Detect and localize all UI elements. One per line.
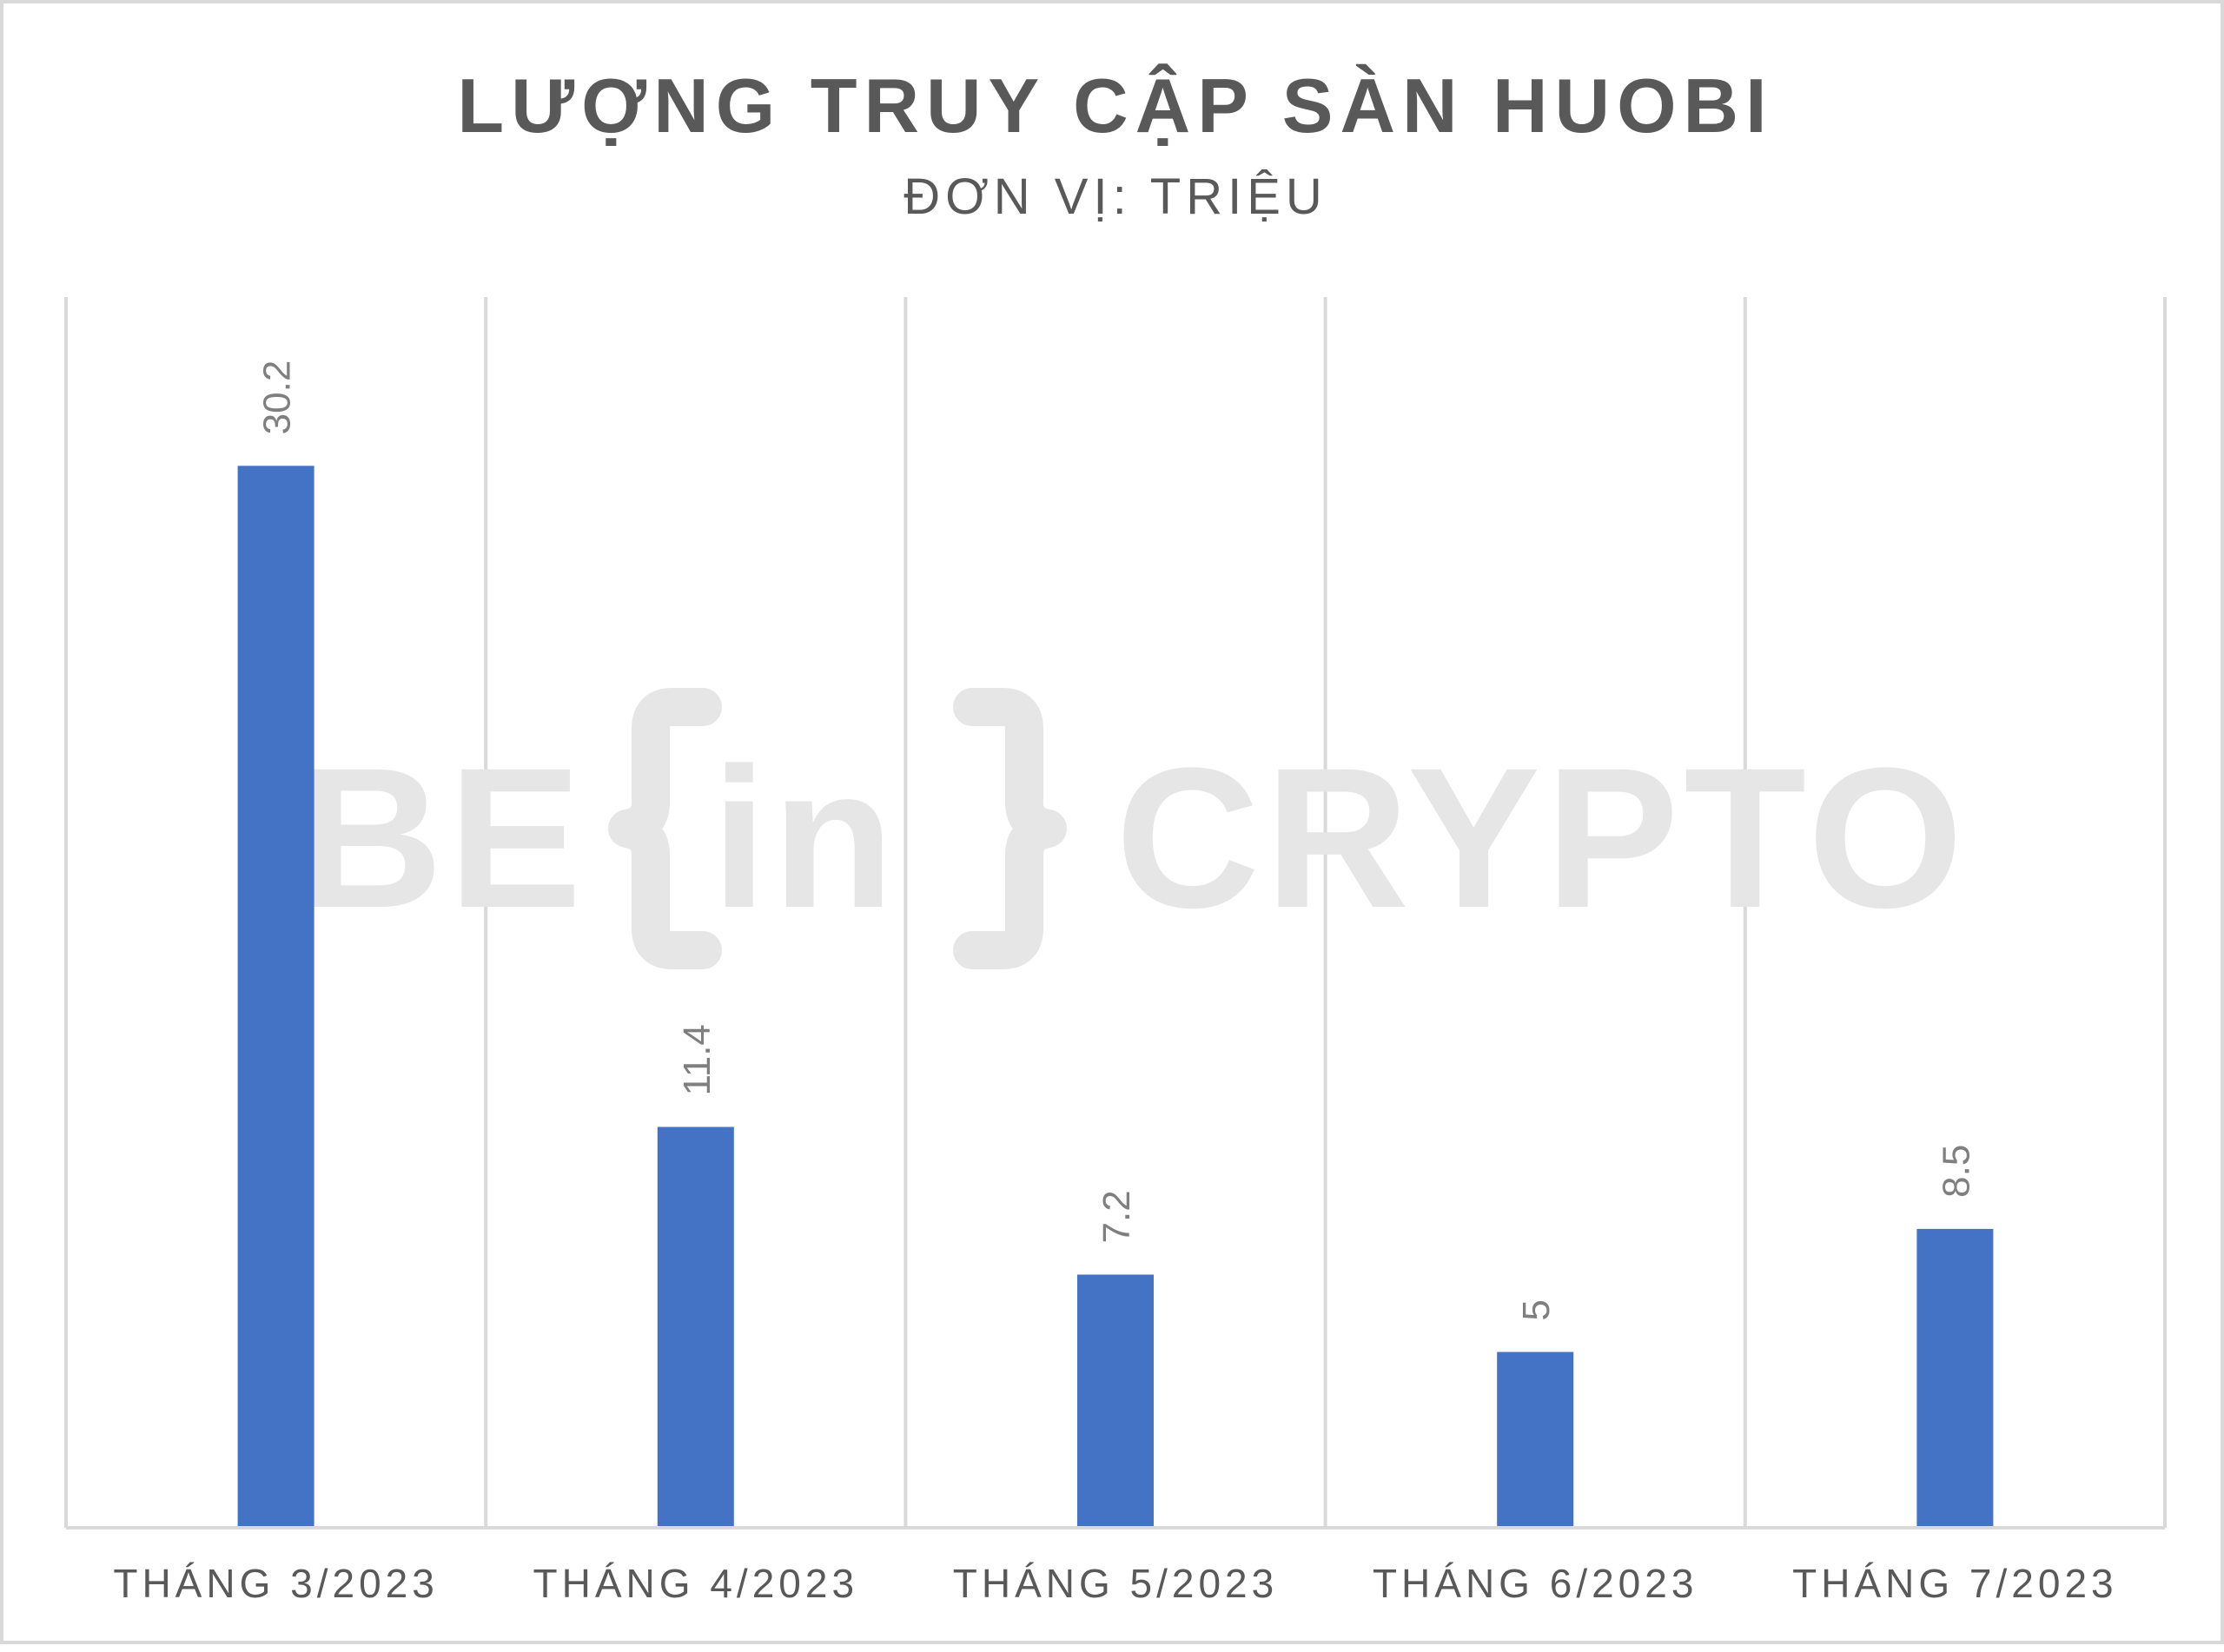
chart-title: LƯỢNG TRUY CẬP SÀN HUOBI [457,63,1773,149]
bar [1077,1274,1154,1528]
x-tick-label: THÁNG 3/2023 [113,1561,438,1606]
data-label: 7.2 [1095,1190,1138,1243]
bar-chart: BE in CRYPTO 30.2 11.4 7.2 5 8.5 THÁNG 3/202… [64,63,2167,1606]
data-labels: 30.2 11.4 7.2 5 8.5 [256,360,1978,1321]
watermark-left-bracket [608,688,722,969]
watermark-right-bracket [953,688,1067,969]
beincrypto-watermark-logo: BE in CRYPTO [299,688,1969,969]
x-axis-tick-labels: THÁNG 3/2023 THÁNG 4/2023 THÁNG 5/2023 THÁN… [113,1561,2117,1606]
x-tick-label: THÁNG 6/2023 [1373,1561,1698,1606]
data-label: 11.4 [676,1024,718,1095]
bar [1916,1228,1994,1528]
gridlines [64,297,2167,1528]
chart-subtitle: ĐƠN VỊ: TRIỆU [904,169,1327,225]
bar [237,466,314,1528]
bars [237,466,1994,1528]
x-tick-label: THÁNG 4/2023 [533,1561,858,1606]
data-label: 30.2 [256,360,299,435]
x-tick-label: THÁNG 7/2023 [1792,1561,2117,1606]
bar [657,1127,734,1528]
watermark-in: in [712,726,899,949]
bar [1497,1351,1574,1528]
data-label: 8.5 [1935,1145,1977,1198]
watermark-be: BE [299,726,587,949]
x-tick-label: THÁNG 5/2023 [953,1561,1278,1606]
watermark-crypto: CRYPTO [1115,726,1969,949]
data-label: 5 [1515,1299,1558,1320]
